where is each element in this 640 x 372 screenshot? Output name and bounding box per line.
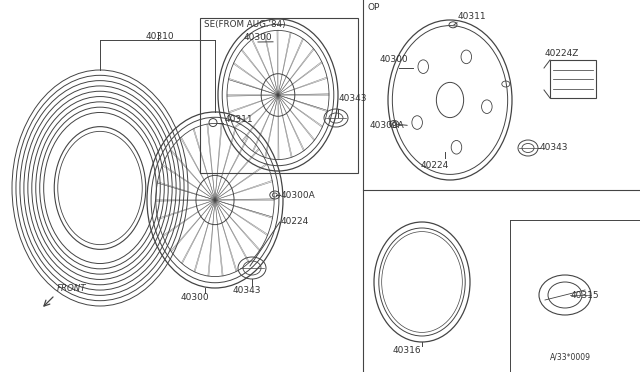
- Text: 40343: 40343: [339, 94, 367, 103]
- Text: 40311: 40311: [225, 115, 253, 124]
- Text: 40300: 40300: [180, 293, 209, 302]
- Text: 40310: 40310: [145, 32, 174, 41]
- Text: FRONT: FRONT: [57, 284, 86, 293]
- Text: 40224: 40224: [421, 161, 449, 170]
- Text: SE(FROM AUG.'84): SE(FROM AUG.'84): [204, 20, 285, 29]
- Text: 40224Z: 40224Z: [545, 49, 579, 58]
- Text: 40224: 40224: [281, 218, 309, 227]
- Text: 40300: 40300: [244, 33, 272, 42]
- Bar: [550, 60, 596, 98]
- Text: OP: OP: [368, 3, 380, 12]
- Text: 40300A: 40300A: [281, 190, 316, 199]
- Text: 40343: 40343: [540, 144, 568, 153]
- Text: 40315: 40315: [571, 291, 600, 299]
- Text: A/33*0009: A/33*0009: [550, 353, 591, 362]
- Text: 40316: 40316: [393, 346, 421, 355]
- Text: 40311: 40311: [458, 12, 486, 21]
- Text: 40300A: 40300A: [370, 121, 404, 130]
- Text: 40343: 40343: [233, 286, 261, 295]
- Bar: [200, 18, 358, 173]
- Text: 40300: 40300: [380, 55, 408, 64]
